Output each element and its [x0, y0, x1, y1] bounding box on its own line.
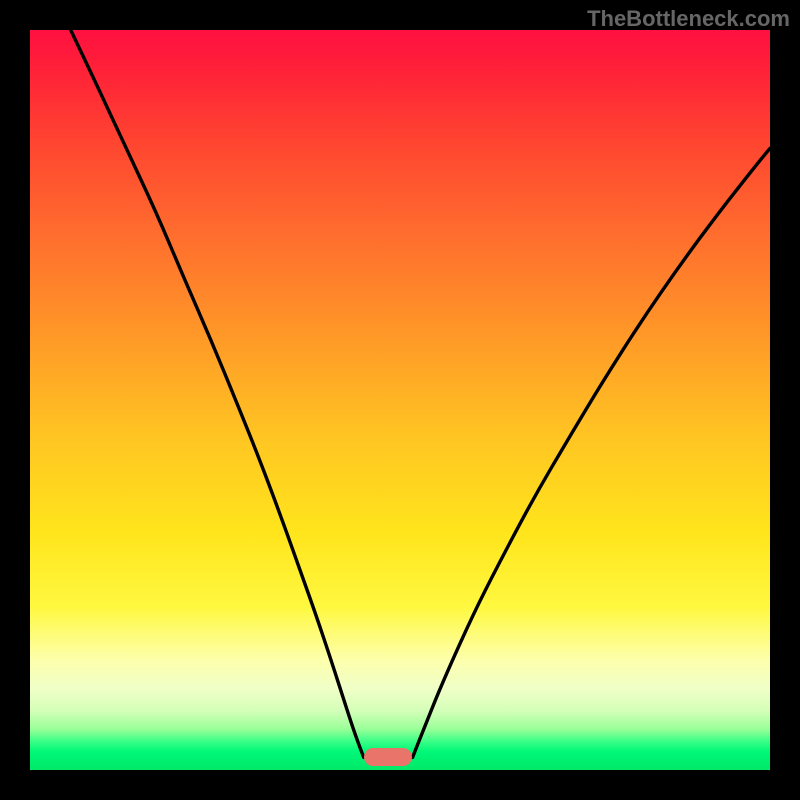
watermark-text: TheBottleneck.com: [587, 6, 790, 32]
bottleneck-marker: [364, 748, 412, 766]
chart-plot-area: [30, 30, 770, 770]
chart-svg: [30, 30, 770, 770]
